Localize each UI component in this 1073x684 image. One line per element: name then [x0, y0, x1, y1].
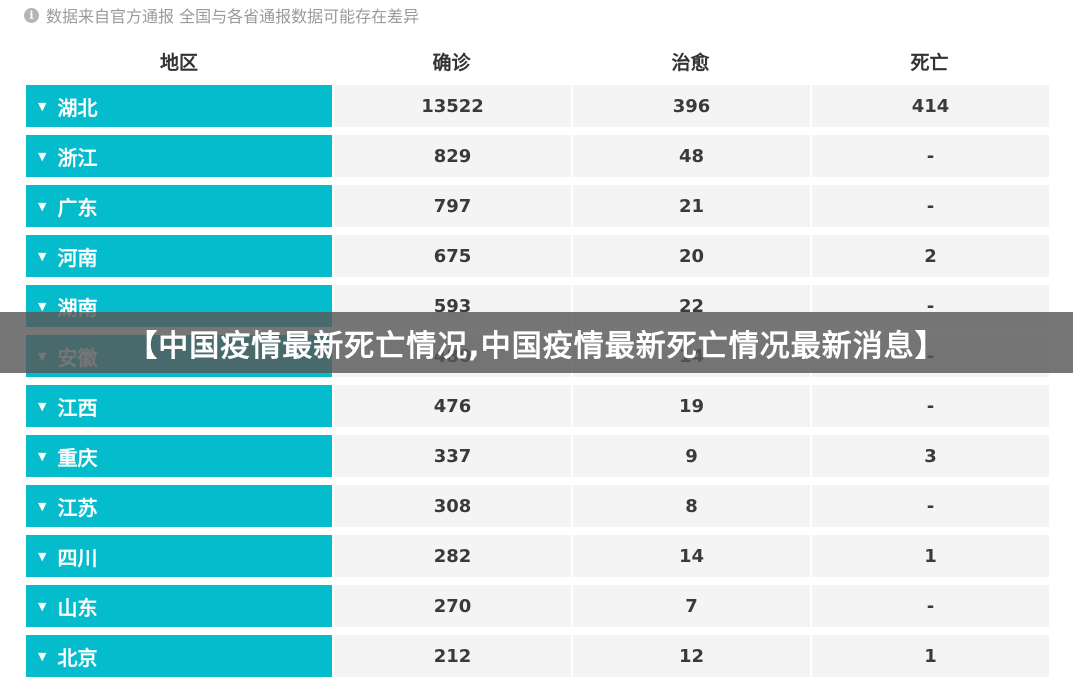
table-row: ▼ 河南 675 20 2 — [26, 235, 1049, 277]
header-confirmed: 确诊 — [432, 51, 471, 74]
region-toggle[interactable]: ▼ 江西 — [26, 385, 332, 427]
caret-down-icon: ▼ — [38, 499, 47, 513]
region-toggle[interactable]: ▼ 江苏 — [26, 485, 332, 527]
cured-cell: 8 — [571, 485, 810, 527]
cured-cell: 7 — [571, 585, 810, 627]
region-name: 湖北 — [57, 95, 98, 120]
dead-cell: - — [810, 185, 1049, 227]
table-header: 地区 确诊 治愈 死亡 — [26, 40, 1049, 82]
cured-cell: 48 — [571, 135, 810, 177]
region-name: 江西 — [57, 395, 98, 420]
region-toggle[interactable]: ▼ 湖北 — [26, 85, 332, 127]
region-toggle[interactable]: ▼ 浙江 — [26, 135, 332, 177]
cured-cell: 14 — [571, 535, 810, 577]
header-dead: 死亡 — [910, 51, 949, 74]
dead-cell: 1 — [810, 535, 1049, 577]
confirmed-cell: 212 — [332, 635, 571, 677]
caret-down-icon: ▼ — [38, 399, 47, 413]
info-icon: i — [24, 7, 39, 23]
caret-down-icon: ▼ — [38, 99, 47, 113]
dead-cell: 414 — [810, 85, 1049, 127]
dead-cell: 2 — [810, 235, 1049, 277]
confirmed-cell: 797 — [332, 185, 571, 227]
region-toggle[interactable]: ▼ 北京 — [26, 635, 332, 677]
cured-cell: 19 — [571, 385, 810, 427]
table-row: ▼ 广东 797 21- — [26, 185, 1049, 227]
header-region: 地区 — [159, 51, 198, 74]
dead-cell: 3 — [810, 435, 1049, 477]
region-name: 广东 — [57, 195, 98, 220]
cured-cell: 396 — [571, 85, 810, 127]
table-row: ▼ 湖北 13522 396 414 — [26, 85, 1049, 127]
dead-cell: - — [810, 485, 1049, 527]
confirmed-cell: 476 — [332, 385, 571, 427]
region-name: 四川 — [57, 545, 98, 570]
region-name: 江苏 — [57, 495, 98, 520]
table-body: ▼ 湖北 13522 396 414 ▼ 浙江 829 48- ▼ 广东 797 21- ▼ 河南 675 20… — [26, 85, 1049, 677]
table-row: ▼ 山东 270 7- — [26, 585, 1049, 627]
region-toggle[interactable]: ▼ 重庆 — [26, 435, 332, 477]
table-row: ▼ 江西 476 19- — [26, 385, 1049, 427]
confirmed-cell: 337 — [332, 435, 571, 477]
caret-down-icon: ▼ — [38, 599, 47, 613]
cured-cell: 21 — [571, 185, 810, 227]
confirmed-cell: 829 — [332, 135, 571, 177]
title-banner: 【中国疫情最新死亡情况,中国疫情最新死亡情况最新消息】 — [0, 312, 1073, 373]
table-row: ▼ 江苏 308 8- — [26, 485, 1049, 527]
table-row: ▼ 浙江 829 48- — [26, 135, 1049, 177]
caret-down-icon: ▼ — [38, 249, 47, 263]
region-toggle[interactable]: ▼ 河南 — [26, 235, 332, 277]
confirmed-cell: 270 — [332, 585, 571, 627]
dead-cell: - — [810, 135, 1049, 177]
region-name: 山东 — [57, 595, 98, 620]
region-toggle[interactable]: ▼ 四川 — [26, 535, 332, 577]
confirmed-cell: 308 — [332, 485, 571, 527]
banner-text: 【中国疫情最新死亡情况,中国疫情最新死亡情况最新消息】 — [127, 328, 946, 364]
dead-cell: - — [810, 385, 1049, 427]
notice-text: 数据来自官方通报 全国与各省通报数据可能存在差异 — [46, 7, 420, 26]
region-toggle[interactable]: ▼ 广东 — [26, 185, 332, 227]
caret-down-icon: ▼ — [38, 649, 47, 663]
table-row: ▼ 北京 212 12 1 — [26, 635, 1049, 677]
region-toggle[interactable]: ▼ 山东 — [26, 585, 332, 627]
data-source-notice: i 数据来自官方通报 全国与各省通报数据可能存在差异 — [24, 4, 419, 26]
table-row: ▼ 重庆 337 9 3 — [26, 435, 1049, 477]
region-name: 重庆 — [57, 445, 98, 470]
cured-cell: 20 — [571, 235, 810, 277]
caret-down-icon: ▼ — [38, 199, 47, 213]
caret-down-icon: ▼ — [38, 449, 47, 463]
region-name: 北京 — [57, 645, 98, 670]
confirmed-cell: 13522 — [332, 85, 571, 127]
cured-cell: 12 — [571, 635, 810, 677]
cured-cell: 9 — [571, 435, 810, 477]
confirmed-cell: 282 — [332, 535, 571, 577]
caret-down-icon: ▼ — [38, 149, 47, 163]
caret-down-icon: ▼ — [38, 549, 47, 563]
confirmed-cell: 675 — [332, 235, 571, 277]
caret-down-icon: ▼ — [38, 299, 47, 313]
dead-cell: - — [810, 585, 1049, 627]
dead-cell: 1 — [810, 635, 1049, 677]
region-name: 浙江 — [57, 145, 98, 170]
header-cured: 治愈 — [671, 51, 710, 74]
table-row: ▼ 四川 282 14 1 — [26, 535, 1049, 577]
region-name: 河南 — [57, 245, 98, 270]
